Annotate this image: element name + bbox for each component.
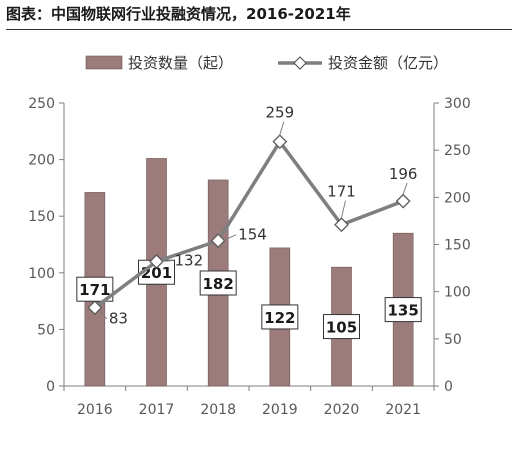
leader-line: [161, 259, 173, 262]
right-axis-tick-label: 250: [444, 143, 471, 159]
left-axis-tick-label: 0: [46, 379, 55, 395]
right-axis-tick-label: 0: [444, 379, 453, 395]
legend-line-marker: [293, 56, 307, 70]
bar-value-label: 122: [264, 309, 295, 327]
right-axis-tick-label: 200: [444, 190, 471, 206]
line-marker: [87, 300, 103, 316]
x-axis-tick-label: 2019: [262, 402, 298, 418]
left-axis-tick-label: 150: [28, 209, 55, 225]
line-marker: [272, 134, 288, 150]
legend: 投资数量（起） 投资金额（亿元）: [85, 54, 448, 72]
leader-line: [341, 200, 346, 218]
right-axis-tick-label: 50: [444, 332, 462, 348]
x-axis-tick-label: 2020: [324, 402, 360, 418]
x-axis-tick-label: 2017: [139, 402, 175, 418]
bar-value-box: [261, 304, 299, 330]
bar-value-label: 135: [388, 302, 419, 320]
axes: 0 50 100 150 200 250 0 50 100 150 200 250 300 2016 201…: [28, 96, 470, 418]
line-value-label: 171: [327, 183, 356, 201]
bar-value-label: 171: [79, 281, 110, 299]
line-value-label: 83: [109, 310, 128, 328]
left-axis-tick-label: 50: [37, 322, 55, 338]
right-axis-tick-label: 100: [444, 285, 471, 301]
line-series: 83 132 154 259 171 196: [87, 104, 418, 328]
legend-bar-swatch: [85, 55, 123, 70]
page-title: 图表：中国物联网行业投融资情况，2016-2021年: [6, 3, 512, 30]
line-path: [93, 139, 404, 310]
bar-value-box: [384, 297, 422, 323]
leader-line: [402, 182, 408, 195]
legend-bar-label: 投资数量（起）: [128, 54, 233, 72]
line-marker: [395, 193, 411, 209]
line-value-label: 132: [175, 251, 204, 269]
legend-line-label: 投资金额（亿元）: [328, 54, 448, 72]
line-value-label: 154: [238, 226, 267, 244]
x-axis-tick-label: 2018: [200, 402, 236, 418]
line-marker: [149, 254, 164, 269]
line-marker: [334, 217, 349, 233]
left-axis-tick-label: 100: [28, 266, 55, 282]
x-axis-tick-label: 2021: [385, 402, 421, 418]
right-axis-tick-label: 150: [444, 238, 471, 254]
bar-value-label: 182: [203, 275, 234, 293]
left-axis-tick-label: 250: [28, 96, 55, 112]
x-axis-tick-label: 2016: [77, 402, 113, 418]
leader-line: [222, 234, 237, 242]
bar-value-label: 105: [326, 319, 357, 337]
bar-value-box: [323, 314, 360, 340]
right-axis-tick-label: 300: [444, 96, 471, 112]
bar-value-box: [199, 270, 237, 296]
line-marker: [210, 233, 226, 249]
left-axis-tick-label: 200: [28, 153, 55, 169]
leader-line: [99, 311, 108, 320]
line-value-label: 196: [389, 165, 418, 183]
line-value-label: 259: [266, 104, 295, 122]
leader-line: [279, 121, 285, 135]
